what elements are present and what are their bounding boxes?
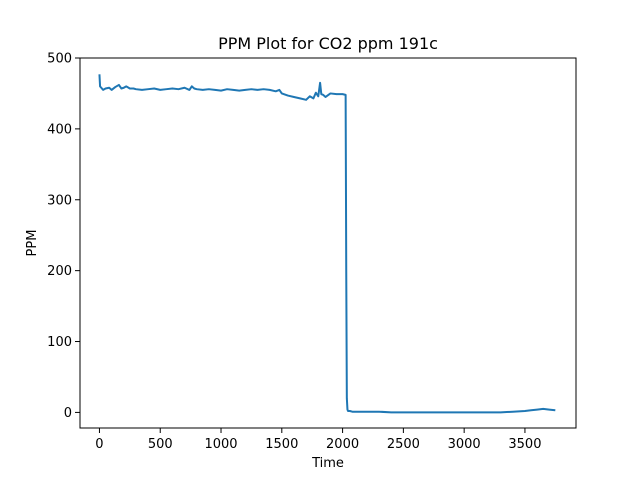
y-tick-label: 500 [47, 52, 72, 67]
y-tick-label: 400 [47, 122, 72, 137]
x-axis-label: Time [311, 456, 344, 471]
x-tick-label: 1500 [265, 437, 298, 452]
x-tick-label: 1000 [204, 437, 237, 452]
y-axis: 0 100 200 300 400 500 [47, 52, 80, 421]
plot-area [98, 74, 556, 414]
series-line [98, 74, 556, 414]
x-tick-label: 2500 [387, 437, 420, 452]
y-tick-label: 100 [47, 335, 72, 350]
y-tick-label: 0 [64, 406, 72, 421]
x-tick-label: 0 [95, 437, 103, 452]
x-tick-label: 3000 [448, 437, 481, 452]
chart-title: PPM Plot for CO2 ppm 191c [218, 34, 438, 53]
y-axis-label: PPM [25, 230, 40, 257]
y-tick-label: 300 [47, 193, 72, 208]
x-axis: 0 500 1000 1500 2000 2500 3000 3500 [95, 428, 541, 452]
y-tick-label: 200 [47, 264, 72, 279]
axes-frame [79, 57, 577, 429]
x-tick-label: 3500 [508, 437, 541, 452]
x-tick-label: 2000 [326, 437, 359, 452]
x-tick-label: 500 [148, 437, 173, 452]
